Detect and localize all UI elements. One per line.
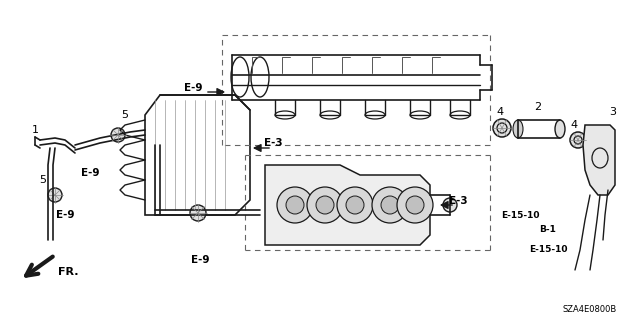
- Circle shape: [346, 196, 364, 214]
- Text: 3: 3: [609, 107, 616, 117]
- Ellipse shape: [555, 120, 565, 138]
- Text: 4: 4: [570, 120, 577, 130]
- Circle shape: [381, 196, 399, 214]
- Circle shape: [337, 187, 373, 223]
- Text: SZA4E0800B: SZA4E0800B: [563, 306, 617, 315]
- Ellipse shape: [190, 205, 206, 221]
- Text: 1: 1: [31, 125, 38, 135]
- Ellipse shape: [570, 132, 586, 148]
- Text: E-9: E-9: [184, 83, 202, 93]
- Text: FR.: FR.: [58, 267, 78, 277]
- Text: E-15-10: E-15-10: [529, 246, 567, 255]
- Text: E-9: E-9: [81, 168, 99, 178]
- Circle shape: [316, 196, 334, 214]
- Text: E-9: E-9: [56, 210, 74, 220]
- Circle shape: [372, 187, 408, 223]
- Text: 5: 5: [122, 110, 129, 120]
- Circle shape: [406, 196, 424, 214]
- Ellipse shape: [443, 198, 457, 212]
- Ellipse shape: [493, 119, 511, 137]
- Text: E-3: E-3: [264, 138, 282, 148]
- Text: B-1: B-1: [540, 226, 556, 234]
- Circle shape: [307, 187, 343, 223]
- Text: E-9: E-9: [191, 255, 209, 265]
- Circle shape: [277, 187, 313, 223]
- Ellipse shape: [513, 120, 523, 138]
- Circle shape: [286, 196, 304, 214]
- Text: 5: 5: [40, 175, 47, 185]
- Ellipse shape: [48, 188, 62, 202]
- Circle shape: [397, 187, 433, 223]
- Polygon shape: [583, 125, 615, 195]
- Text: 4: 4: [497, 107, 504, 117]
- Ellipse shape: [111, 128, 125, 142]
- Text: E-3: E-3: [449, 196, 467, 206]
- Text: 2: 2: [534, 102, 541, 112]
- Polygon shape: [265, 165, 430, 245]
- Text: E-15-10: E-15-10: [500, 211, 540, 219]
